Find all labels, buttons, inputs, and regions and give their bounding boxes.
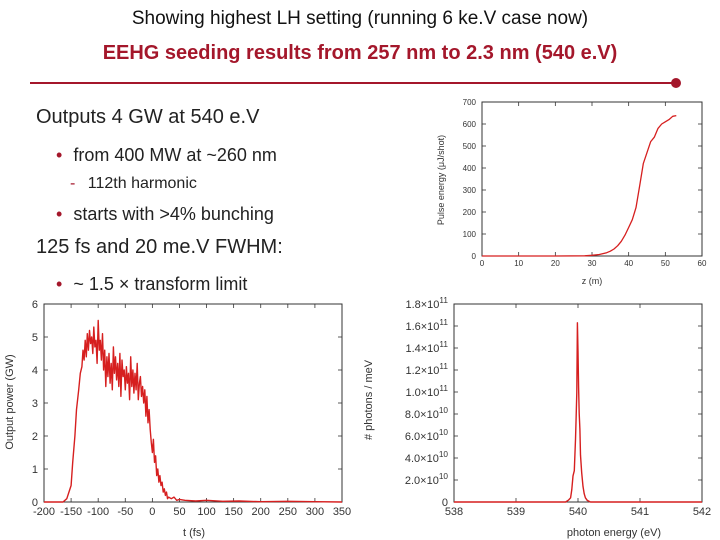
bullet-fwhm: 125 fs and 20 me.V FWHM: <box>36 236 283 259</box>
x-tick-label: -150 <box>60 506 82 518</box>
y-tick-label: 400 <box>463 164 477 173</box>
y-tick-label: 1 <box>32 464 38 476</box>
bullet-text: starts with >4% bunching <box>73 204 274 224</box>
bullet-112th: - 112th harmonic <box>70 175 197 193</box>
y-tick-label: 1.4×1011 <box>405 340 448 355</box>
x-tick-label: 300 <box>306 506 324 518</box>
y-tick-label: 0 <box>32 497 38 509</box>
slide-title: EEHG seeding results from 257 nm to 2.3 … <box>102 42 618 64</box>
series-line <box>44 319 343 503</box>
output-power-chart: -200 -150 -100 -50 0 50 100 150 200 250 300 350 0 1 2 3… <box>4 299 351 539</box>
x-tick-label: 540 <box>569 506 587 518</box>
y-tick-label: 500 <box>463 142 477 151</box>
bullet-transform-limit: • ~ 1.5 × transform limit <box>56 274 247 295</box>
y-axis-label: # photons / meV <box>363 359 375 440</box>
bullet-text: 112th harmonic <box>87 175 197 192</box>
y-tick-label: 0 <box>442 497 448 509</box>
x-tick-label: 150 <box>224 506 242 518</box>
y-tick-label: 1.8×1011 <box>405 296 448 311</box>
y-axis-label: Output power (GW) <box>4 354 16 449</box>
chart-axes: 538 539 540 541 542 0 2.0×1010 4.0×1010 6.0×1010… <box>405 296 711 518</box>
photon-spectrum-chart: 538 539 540 541 542 0 2.0×1010 4.0×1010 6.0×1010… <box>363 296 711 539</box>
y-tick-label: 600 <box>463 120 477 129</box>
x-axis-label: t (fs) <box>183 527 205 539</box>
y-tick-label: 300 <box>463 186 477 195</box>
x-tick-label: 100 <box>197 506 215 518</box>
y-tick-label: 8.0×1010 <box>405 406 449 421</box>
chart-series <box>482 114 677 257</box>
y-tick-label: 700 <box>463 98 477 107</box>
y-tick-label: 1.6×1011 <box>405 318 448 333</box>
chart-series <box>44 319 343 503</box>
x-tick-label: 250 <box>279 506 297 518</box>
y-tick-label: 1.0×1011 <box>405 384 448 399</box>
x-tick-label: 10 <box>514 259 523 268</box>
x-tick-label: 0 <box>149 506 155 518</box>
title-rule-dot <box>671 78 681 88</box>
y-tick-label: 0 <box>472 252 477 261</box>
title-rule <box>30 82 676 84</box>
x-tick-label: 542 <box>693 506 711 518</box>
y-tick-label: 3 <box>32 398 38 410</box>
bullet-text: from 400 MW at ~260 nm <box>73 145 277 165</box>
y-tick-label: 100 <box>463 230 477 239</box>
x-tick-label: 20 <box>551 259 560 268</box>
x-tick-label: 50 <box>661 259 670 268</box>
x-tick-label: -100 <box>87 506 109 518</box>
x-tick-label: -200 <box>33 506 55 518</box>
x-tick-label: 60 <box>698 259 707 268</box>
x-tick-label: 30 <box>588 259 597 268</box>
chart-frame <box>481 101 703 257</box>
bullet-marker: - <box>70 175 76 192</box>
x-tick-label: -50 <box>117 506 133 518</box>
x-tick-label: 40 <box>624 259 633 268</box>
y-tick-label: 200 <box>463 208 477 217</box>
series-line <box>482 114 677 257</box>
bullet-text: ~ 1.5 × transform limit <box>73 274 248 294</box>
x-tick-label: 350 <box>333 506 351 518</box>
y-tick-label: 2.0×1010 <box>405 472 449 487</box>
x-tick-label: 541 <box>631 506 649 518</box>
x-tick-label: 538 <box>445 506 463 518</box>
series-line <box>454 322 702 503</box>
y-tick-label: 5 <box>32 332 38 344</box>
bullet-marker: • <box>56 145 63 165</box>
bullet-text: Outputs 4 GW at 540 e.V <box>36 106 260 128</box>
bullet-marker: • <box>56 204 63 224</box>
slide-top-line: Showing highest LH setting (running 6 ke… <box>131 8 589 29</box>
x-tick-label: 0 <box>480 259 485 268</box>
bullet-marker: • <box>56 274 63 294</box>
y-axis-label: Pulse energy (μJ/shot) <box>436 135 446 225</box>
bullet-from-400mw: • from 400 MW at ~260 nm <box>56 145 277 166</box>
x-tick-label: 539 <box>507 506 525 518</box>
bullet-bunching: • starts with >4% bunching <box>56 204 274 225</box>
y-tick-label: 4.0×1010 <box>405 450 449 465</box>
chart-axes: -200 -150 -100 -50 0 50 100 150 200 250 300 350 0 1 2 3… <box>32 299 351 518</box>
chart-series <box>454 322 702 503</box>
y-tick-label: 6 <box>32 299 38 311</box>
x-tick-label: 50 <box>173 506 185 518</box>
y-tick-label: 2 <box>32 431 38 443</box>
bullet-outputs: Outputs 4 GW at 540 e.V <box>36 106 259 129</box>
y-tick-label: 4 <box>32 365 38 377</box>
bullet-text: 125 fs and 20 me.V FWHM: <box>36 236 283 258</box>
y-tick-label: 1.2×1011 <box>405 362 448 377</box>
x-tick-label: 200 <box>252 506 270 518</box>
x-axis-label: photon energy (eV) <box>567 527 661 539</box>
x-axis-label: z (m) <box>582 276 603 286</box>
y-tick-label: 6.0×1010 <box>405 428 449 443</box>
plot-frame <box>481 101 703 257</box>
